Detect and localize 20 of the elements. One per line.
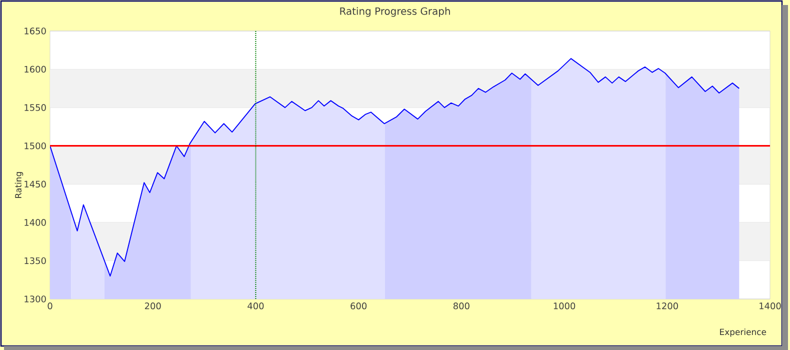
- x-tick-label: 0: [48, 302, 52, 310]
- x-axis-title: Experience: [720, 328, 766, 337]
- x-tick-label: 600: [350, 302, 367, 310]
- y-tick-label: 1450: [24, 180, 46, 188]
- y-tick-label: 1650: [24, 28, 46, 34]
- x-tick-label: 1400: [760, 302, 781, 310]
- y-tick-label: 1500: [24, 142, 46, 150]
- y-tick-label: 1550: [24, 104, 46, 111]
- x-tick-label: 1000: [554, 302, 576, 310]
- y-axis-title: Rating: [14, 172, 24, 198]
- x-tick-label: 800: [453, 302, 470, 310]
- y-tick-label: 1300: [24, 296, 46, 302]
- x-tick-label: 400: [248, 302, 264, 310]
- chart-title: Rating Progress Graph: [340, 7, 450, 17]
- y-tick-label: 1400: [24, 219, 46, 226]
- y-tick-label: 1600: [24, 66, 46, 73]
- y-tick-label: 1350: [24, 257, 46, 264]
- line-series: [50, 58, 740, 277]
- x-tick-label: 200: [144, 302, 161, 310]
- x-tick-label: 1200: [656, 302, 678, 310]
